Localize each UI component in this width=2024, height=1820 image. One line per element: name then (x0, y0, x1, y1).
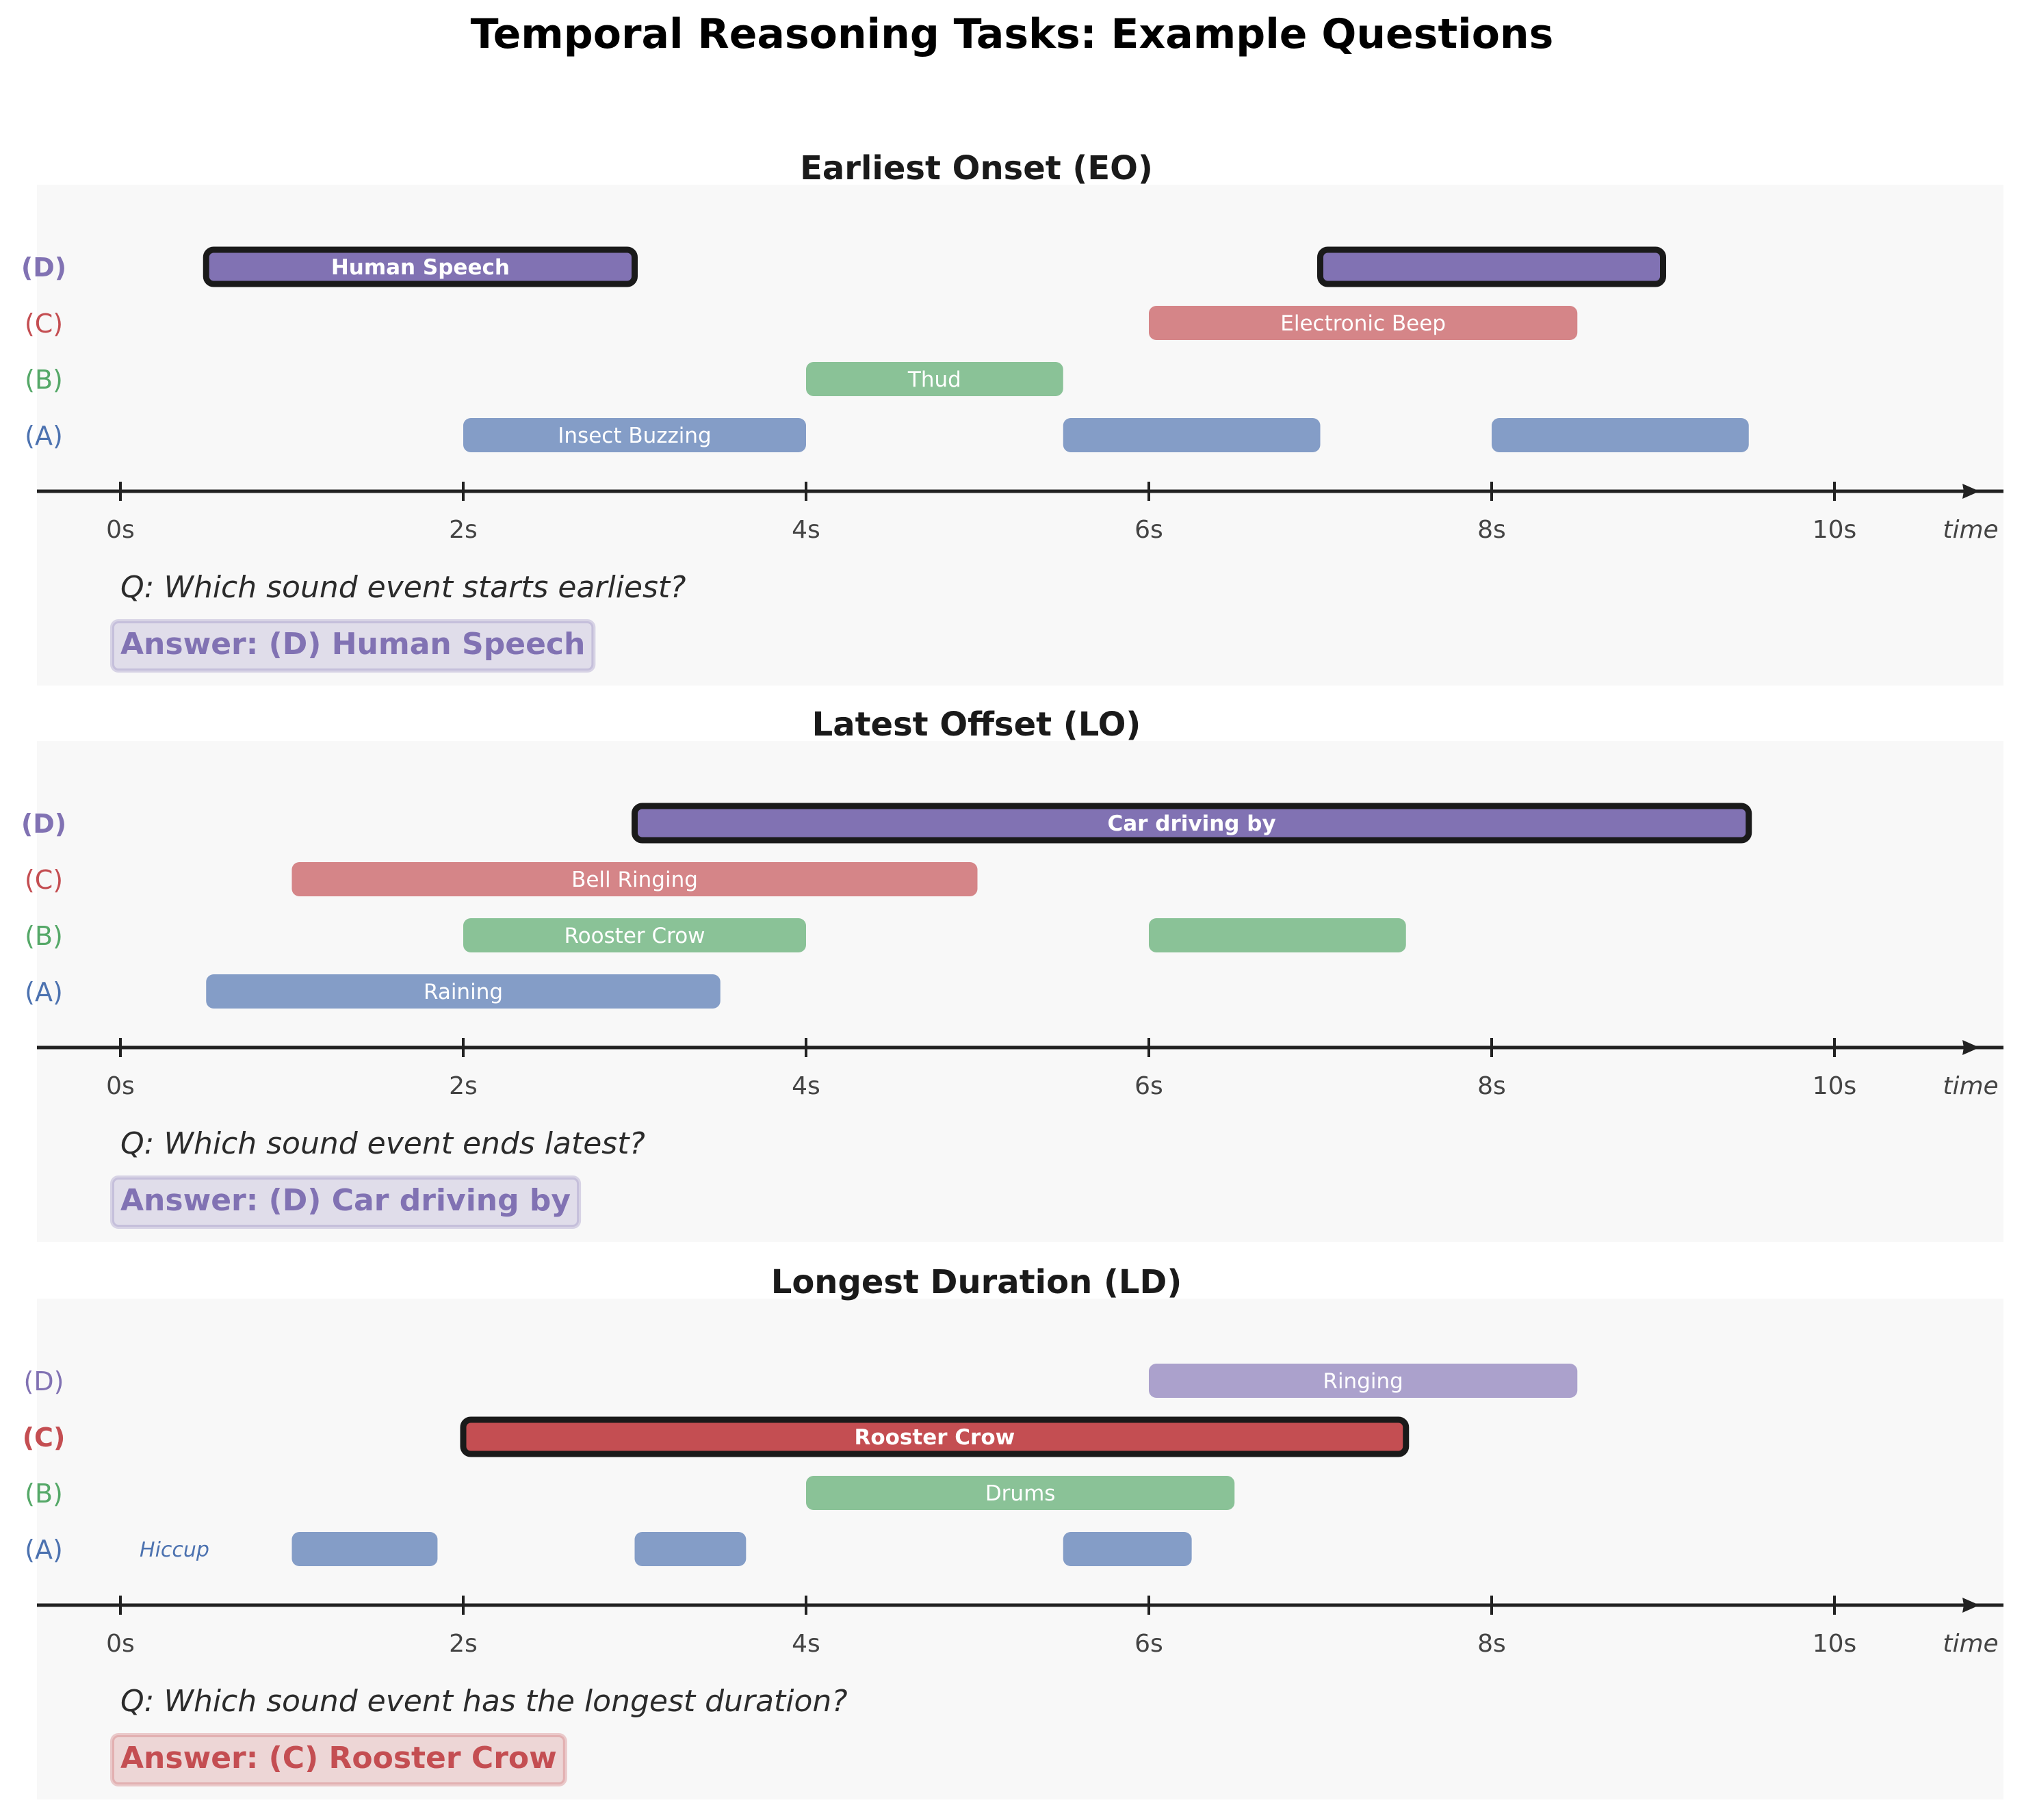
event-bar (291, 862, 978, 896)
event-bar (1149, 1364, 1578, 1398)
event-label: Bell Ringing (571, 868, 698, 892)
event-bar (1063, 1532, 1192, 1566)
event-label: Rooster Crow (854, 1425, 1015, 1450)
tick-label: 2s (449, 1630, 478, 1658)
time-axis-label: time (1943, 1072, 1998, 1100)
event-bar (1149, 306, 1578, 340)
event-label: Insect Buzzing (558, 424, 711, 448)
event-label: Car driving by (1108, 811, 1276, 836)
time-axis-arrow-icon (1962, 1040, 1980, 1055)
tick-label: 6s (1134, 1072, 1163, 1100)
tick-label: 0s (106, 1630, 135, 1658)
event-bar (806, 1476, 1235, 1510)
event-bar (291, 1532, 438, 1566)
figure-title: Temporal Reasoning Tasks: Example Questi… (471, 10, 1554, 58)
event-label: Thud (907, 367, 961, 392)
answer-box (110, 619, 596, 673)
event-label: Human Speech (331, 255, 510, 280)
panel-3: Longest Duration (LD) (D) Ringing (C) Rooste… (23, 1263, 2003, 1799)
event-bar (1317, 246, 1666, 287)
panel-title: Longest Duration (LD) (771, 1263, 1182, 1301)
event-label: Electronic Beep (1280, 311, 1446, 336)
event-bar (206, 974, 721, 1009)
row-label-c: (C) (25, 309, 63, 339)
time-axis-arrow-icon (1962, 484, 1980, 499)
event-label: Drums (985, 1481, 1056, 1506)
answer-text: Answer: (C) Rooster Crow (120, 1741, 557, 1776)
time-axis-label: time (1943, 1630, 1998, 1658)
tick-label: 8s (1477, 516, 1506, 544)
event-bar (806, 362, 1063, 396)
tick-label: 0s (106, 516, 135, 544)
event-side-label: Hiccup (140, 1538, 209, 1562)
row-label-c: (C) (25, 865, 63, 895)
question-text: Q: Which sound event ends latest? (120, 1126, 645, 1161)
event-bar (1492, 418, 1749, 452)
tick-label: 8s (1477, 1630, 1506, 1658)
tick-label: 6s (1134, 1630, 1163, 1658)
row-label-d: (D) (24, 1366, 64, 1396)
row-label-a: (A) (25, 1535, 63, 1565)
row-label-b: (B) (25, 365, 63, 395)
tick-label: 10s (1813, 516, 1857, 544)
question-text: Q: Which sound event has the longest dur… (120, 1684, 848, 1719)
event-label: Rooster Crow (564, 924, 705, 948)
answer-text: Answer: (D) Human Speech (120, 627, 585, 662)
row-label-a: (A) (25, 421, 63, 451)
row-label-d: (D) (21, 252, 66, 283)
tick-label: 6s (1134, 516, 1163, 544)
time-axis-label: time (1943, 516, 1998, 544)
row-label-b: (B) (25, 1479, 63, 1509)
row-label-a: (A) (25, 977, 63, 1007)
answer-box (110, 1733, 567, 1786)
tick-label: 4s (792, 1630, 820, 1658)
tick-label: 8s (1477, 1072, 1506, 1100)
row-label-b: (B) (25, 921, 63, 951)
panel-title: Latest Offset (LO) (812, 705, 1141, 744)
question-text: Q: Which sound event starts earliest? (120, 570, 686, 605)
event-bar (634, 1532, 747, 1566)
tick-label: 2s (449, 1072, 478, 1100)
panel-2: Latest Offset (LO) (D) Car driving by (C) Be… (21, 705, 2003, 1242)
event-bar (632, 803, 1752, 844)
event-label: Raining (424, 980, 503, 1004)
tick-label: 10s (1813, 1630, 1857, 1658)
tick-label: 4s (792, 516, 820, 544)
event-bar (463, 418, 806, 452)
row-label-d: (D) (21, 809, 66, 839)
answer-text: Answer: (D) Car driving by (120, 1183, 571, 1218)
event-bar (463, 918, 806, 952)
event-bar (1149, 918, 1406, 952)
panels: Earliest Onset (EO) (D) Human Speech (C) Ele… (21, 149, 2003, 1799)
time-axis-arrow-icon (1962, 1598, 1980, 1613)
tick-label: 10s (1813, 1072, 1857, 1100)
event-bar (460, 1416, 1410, 1457)
event-bar (1063, 418, 1321, 452)
row-label-c: (C) (23, 1422, 66, 1453)
tick-label: 2s (449, 516, 478, 544)
event-label: Ringing (1323, 1369, 1403, 1394)
tick-label: 4s (792, 1072, 820, 1100)
event-bar (203, 246, 638, 287)
tick-label: 0s (106, 1072, 135, 1100)
panel-title: Earliest Onset (EO) (800, 149, 1153, 187)
answer-box (110, 1175, 582, 1229)
panel-1: Earliest Onset (EO) (D) Human Speech (C) Ele… (21, 149, 2003, 686)
